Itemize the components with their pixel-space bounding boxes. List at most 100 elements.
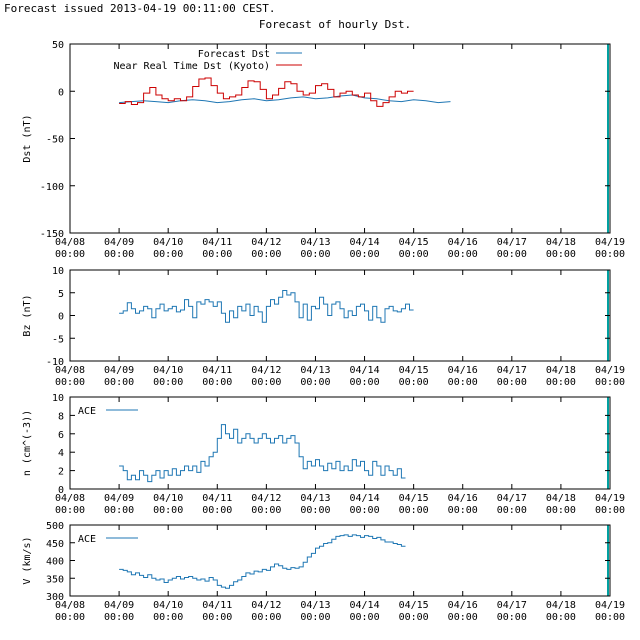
x-tick-label-date: 04/17 — [497, 600, 527, 611]
x-tick-label-time: 00:00 — [546, 249, 576, 260]
chart-title: Forecast of hourly Dst. — [258, 18, 412, 31]
x-tick-label-time: 00:00 — [104, 505, 134, 516]
series-line-0 — [119, 424, 406, 483]
x-tick-label-time: 00:00 — [251, 612, 281, 623]
x-tick-label-time: 00:00 — [546, 612, 576, 623]
x-tick-label-date: 04/17 — [497, 237, 527, 248]
legend-label-0: ACE — [78, 406, 96, 417]
x-tick-label-date: 04/13 — [300, 493, 330, 504]
x-tick-label-time: 00:00 — [55, 377, 85, 388]
x-tick-label-date: 04/18 — [546, 365, 576, 376]
x-tick-label-time: 00:00 — [349, 249, 379, 260]
x-tick-label-time: 00:00 — [448, 249, 478, 260]
x-tick-label-time: 00:00 — [399, 377, 429, 388]
x-tick-label-time: 00:00 — [497, 377, 527, 388]
y-tick-label: 0 — [58, 87, 64, 98]
x-tick-label-date: 04/14 — [349, 237, 379, 248]
x-tick-label-date: 04/15 — [399, 600, 429, 611]
x-tick-label-date: 04/10 — [153, 493, 183, 504]
x-tick-label-date: 04/11 — [202, 365, 232, 376]
x-tick-label-date: 04/08 — [55, 365, 85, 376]
y-tick-label: -50 — [46, 135, 64, 146]
x-tick-label-date: 04/11 — [202, 237, 232, 248]
x-tick-label-date: 04/18 — [546, 600, 576, 611]
y-tick-label: 0 — [58, 312, 64, 323]
x-tick-label-time: 00:00 — [202, 612, 232, 623]
x-tick-label-time: 00:00 — [399, 612, 429, 623]
legend-label-0: Forecast Dst — [198, 49, 270, 60]
x-tick-label-date: 04/12 — [251, 237, 281, 248]
x-tick-label-time: 00:00 — [595, 249, 625, 260]
x-tick-label-date: 04/17 — [497, 365, 527, 376]
y-tick-label: 300 — [46, 592, 64, 603]
x-tick-label-time: 00:00 — [202, 377, 232, 388]
x-tick-label-date: 04/14 — [349, 365, 379, 376]
y-axis-label: Dst (nT) — [22, 114, 33, 162]
x-tick-label-time: 00:00 — [448, 612, 478, 623]
x-tick-label-time: 00:00 — [104, 249, 134, 260]
y-tick-label: 350 — [46, 574, 64, 585]
x-tick-label-time: 00:00 — [300, 612, 330, 623]
x-tick-label-date: 04/09 — [104, 365, 134, 376]
y-axis-label: Bz (nT) — [22, 294, 33, 336]
x-tick-label-date: 04/09 — [104, 600, 134, 611]
y-tick-label: 50 — [52, 40, 64, 51]
x-tick-label-date: 04/18 — [546, 237, 576, 248]
x-tick-label-date: 04/14 — [349, 600, 379, 611]
x-tick-label-time: 00:00 — [300, 377, 330, 388]
y-axis-label: n (cm^(-3)) — [22, 410, 33, 476]
legend-label-1: Near Real Time Dst (Kyoto) — [113, 61, 270, 72]
y-tick-label: -150 — [40, 229, 64, 240]
y-tick-label: 8 — [58, 411, 64, 422]
x-tick-label-date: 04/13 — [300, 365, 330, 376]
forecast-issued-text: Forecast issued 2013-04-19 00:11:00 CEST… — [4, 2, 276, 15]
x-tick-label-time: 00:00 — [104, 377, 134, 388]
x-tick-label-date: 04/16 — [448, 493, 478, 504]
y-tick-label: -5 — [52, 334, 64, 345]
x-tick-label-date: 04/12 — [251, 600, 281, 611]
y-tick-label: -10 — [46, 357, 64, 368]
x-tick-label-date: 04/13 — [300, 600, 330, 611]
x-tick-label-time: 00:00 — [104, 612, 134, 623]
x-tick-label-time: 00:00 — [595, 377, 625, 388]
plot-frame — [69, 396, 611, 490]
x-tick-label-time: 00:00 — [251, 377, 281, 388]
plot-frame — [69, 43, 611, 234]
x-tick-label-time: 00:00 — [349, 612, 379, 623]
x-tick-label-time: 00:00 — [202, 505, 232, 516]
x-tick-label-time: 00:00 — [300, 505, 330, 516]
y-tick-label: 450 — [46, 539, 64, 550]
x-tick-label-date: 04/09 — [104, 493, 134, 504]
x-tick-label-time: 00:00 — [251, 505, 281, 516]
x-tick-label-time: 00:00 — [55, 505, 85, 516]
y-tick-label: 6 — [58, 430, 64, 441]
x-tick-label-date: 04/16 — [448, 237, 478, 248]
x-tick-label-time: 00:00 — [153, 377, 183, 388]
series-line-1 — [119, 77, 414, 107]
x-tick-label-date: 04/12 — [251, 493, 281, 504]
y-tick-label: 4 — [58, 448, 64, 459]
x-tick-label-time: 00:00 — [202, 249, 232, 260]
x-tick-label-date: 04/11 — [202, 600, 232, 611]
x-tick-label-time: 00:00 — [399, 505, 429, 516]
x-tick-label-date: 04/08 — [55, 237, 85, 248]
x-tick-label-date: 04/19 — [595, 237, 625, 248]
y-tick-label: 10 — [52, 393, 64, 404]
x-tick-label-date: 04/16 — [448, 365, 478, 376]
x-tick-label-date: 04/11 — [202, 493, 232, 504]
x-tick-label-time: 00:00 — [55, 249, 85, 260]
x-tick-label-time: 00:00 — [546, 377, 576, 388]
x-tick-label-date: 04/15 — [399, 365, 429, 376]
y-tick-label: 400 — [46, 557, 64, 568]
x-tick-label-time: 00:00 — [349, 377, 379, 388]
y-tick-label: 10 — [52, 266, 64, 277]
x-tick-label-date: 04/10 — [153, 365, 183, 376]
series-line-0 — [119, 94, 451, 104]
x-tick-label-date: 04/12 — [251, 365, 281, 376]
x-tick-label-time: 00:00 — [497, 505, 527, 516]
